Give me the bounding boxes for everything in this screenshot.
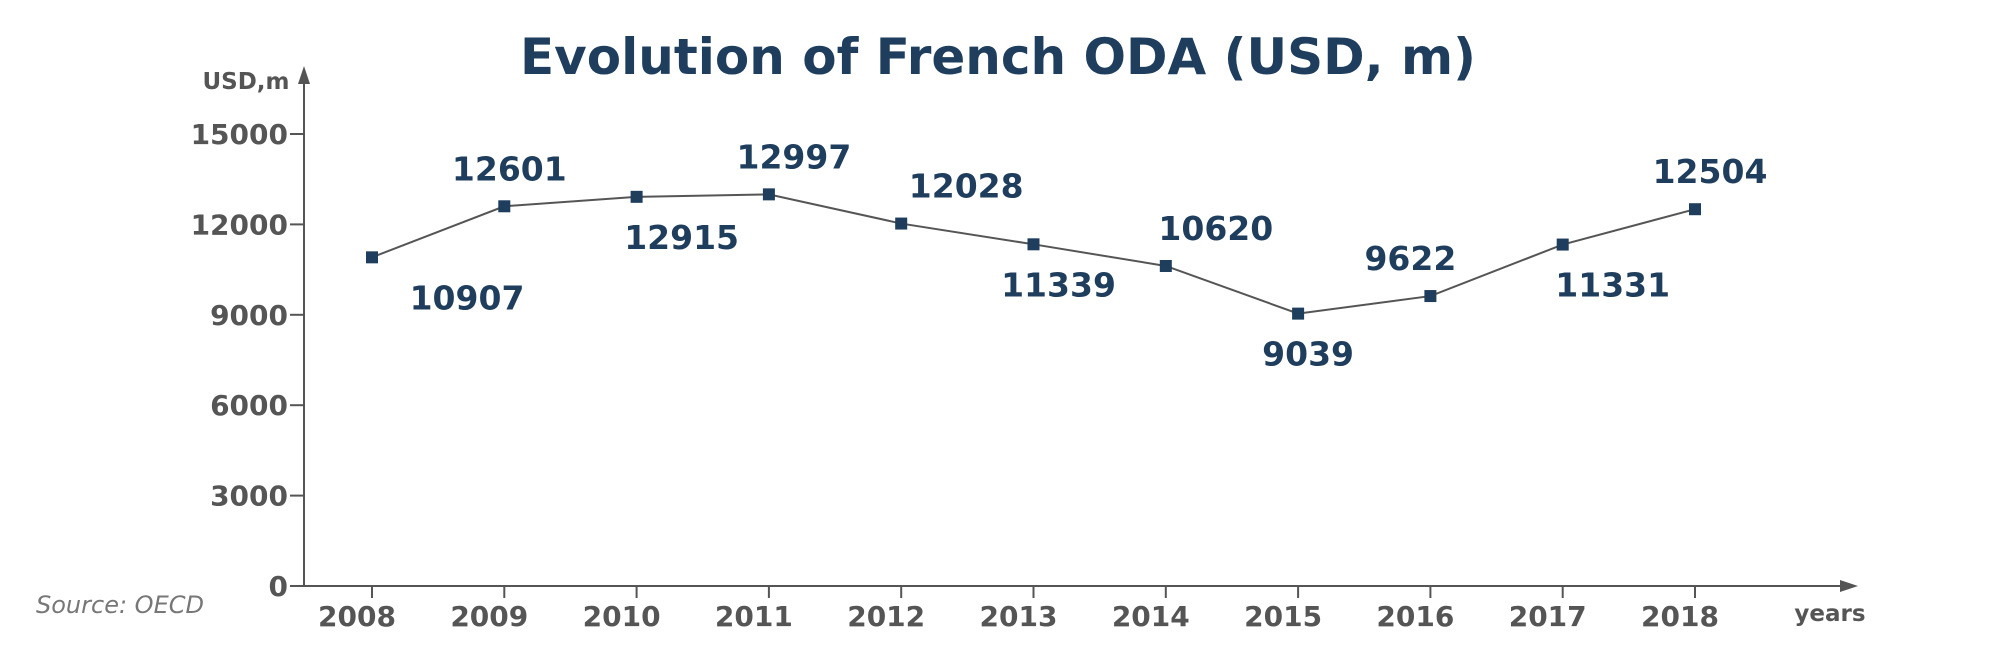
y-tick-label: 12000 — [191, 208, 288, 241]
data-label: 10620 — [1158, 209, 1273, 248]
chart-title: Evolution of French ODA (USD, m) — [520, 28, 1476, 86]
data-point — [1689, 203, 1701, 216]
data-point — [762, 188, 775, 201]
data-label: 11331 — [1555, 266, 1670, 305]
data-point — [498, 200, 511, 213]
x-tick-label: 2012 — [847, 600, 925, 633]
y-axis-arrow — [298, 66, 310, 84]
x-tick-label: 2015 — [1244, 600, 1322, 633]
data-point — [1556, 238, 1569, 251]
data-label: 10907 — [410, 278, 525, 317]
source-note: Source: OECD — [36, 591, 204, 619]
x-tick-label: 2009 — [450, 600, 528, 633]
data-label: 12915 — [624, 218, 739, 257]
data-point — [1027, 238, 1040, 251]
x-axis-arrow — [1840, 580, 1858, 592]
x-tick-label: 2017 — [1509, 600, 1587, 633]
data-point — [895, 217, 908, 230]
y-tick-label: 15000 — [191, 118, 288, 151]
x-tick-label: 2018 — [1641, 600, 1719, 633]
data-label: 12601 — [452, 149, 567, 188]
data-label: 9622 — [1364, 239, 1456, 278]
data-point — [366, 251, 378, 264]
y-tick-label: 9000 — [210, 299, 288, 332]
x-tick-label: 2010 — [583, 600, 661, 633]
data-point — [1424, 290, 1437, 303]
data-point — [1159, 259, 1172, 272]
data-label: 9039 — [1262, 335, 1354, 374]
data-label: 12028 — [909, 167, 1024, 206]
data-label: 11339 — [1001, 265, 1116, 304]
x-axis-label: years — [1794, 601, 1865, 627]
x-tick-label: 2013 — [980, 600, 1058, 633]
y-tick-label: 3000 — [210, 480, 288, 513]
y-tick-label: 6000 — [210, 389, 288, 422]
x-tick-label: 2011 — [715, 600, 793, 633]
x-tick-label: 2014 — [1112, 600, 1190, 633]
data-label: 12504 — [1653, 152, 1768, 191]
data-label: 12997 — [736, 137, 851, 176]
y-tick-label: 0 — [269, 570, 288, 603]
data-point — [1292, 307, 1305, 320]
data-point — [630, 190, 643, 203]
y-axis-label: USD,m — [202, 69, 289, 95]
x-tick-label: 2008 — [318, 600, 396, 633]
x-tick-label: 2016 — [1376, 600, 1454, 633]
